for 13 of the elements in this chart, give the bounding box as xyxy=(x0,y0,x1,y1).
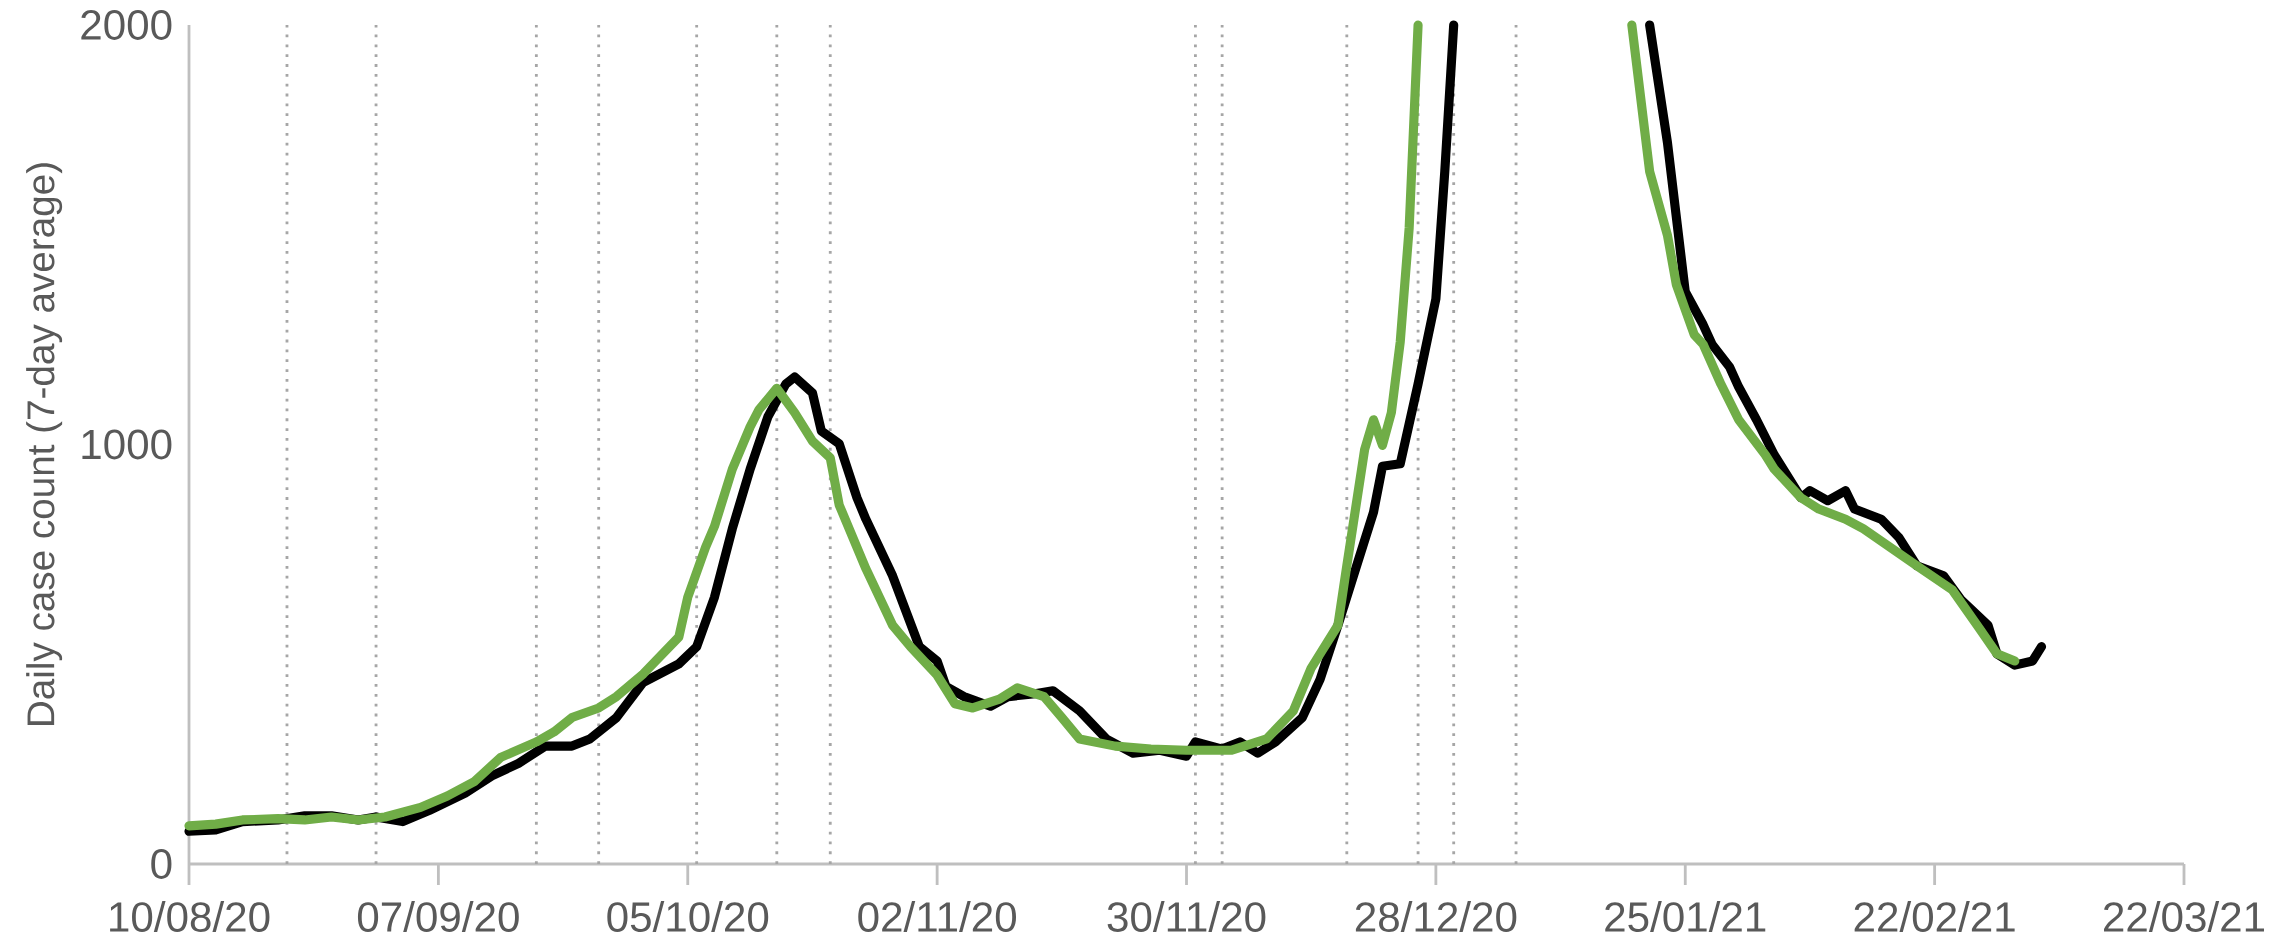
x-tick-label: 05/10/20 xyxy=(607,901,769,932)
x-tick-label: 02/11/20 xyxy=(858,901,1017,932)
y-axis-title: Daily case count (7-day average) xyxy=(26,163,63,725)
x-tick-label: 10/08/20 xyxy=(110,901,270,932)
x-tick-label: 22/03/21 xyxy=(2104,901,2264,932)
y-tick-label: 2000 xyxy=(81,10,172,40)
x-tick-label: 25/01/21 xyxy=(1605,901,1766,932)
y-tick-label: 1000 xyxy=(82,429,172,460)
x-tick-label: 07/09/20 xyxy=(357,901,519,932)
x-tick-label: 30/11/20 xyxy=(1107,901,1266,932)
y-tick-label: 0 xyxy=(151,849,172,879)
x-tick-label: 22/02/21 xyxy=(1854,901,2015,932)
x-tick-label: 28/12/20 xyxy=(1355,901,1517,932)
